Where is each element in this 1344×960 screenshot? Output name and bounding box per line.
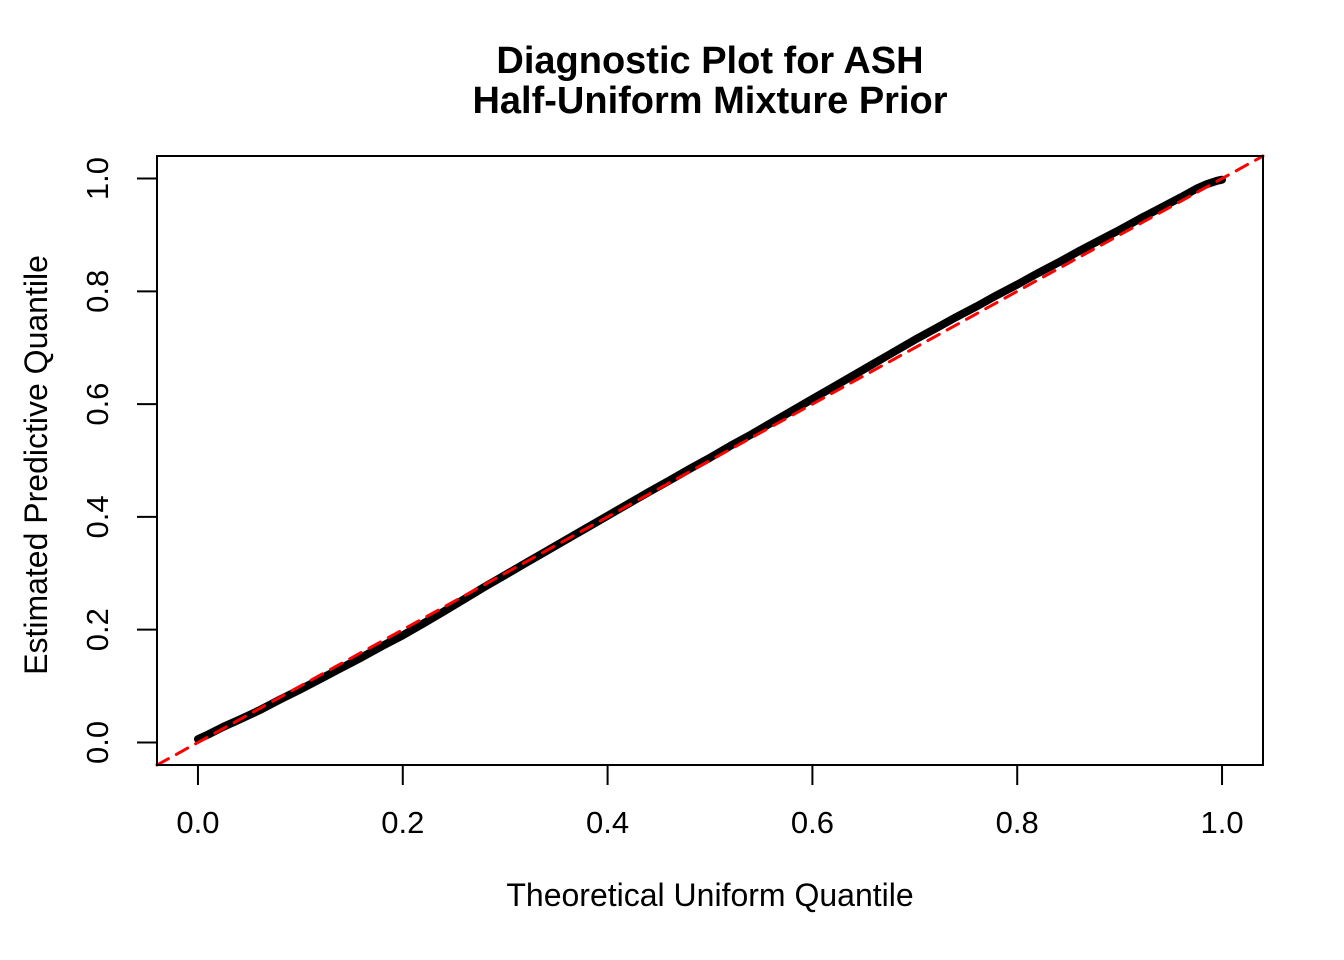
plot-title-line1: Diagnostic Plot for ASH [496,40,923,82]
x-tick-label: 1.0 [1200,805,1243,840]
x-axis-ticks: 0.0 0.2 0.4 0.6 0.8 1.0 [176,765,1244,840]
y-axis-title: Estimated Predictive Quantile [18,255,54,675]
y-tick-label: 0.4 [80,495,115,538]
x-axis-title: Theoretical Uniform Quantile [506,877,913,913]
x-tick-label: 0.6 [791,805,834,840]
x-tick-label: 0.8 [996,805,1039,840]
plot-title-line2: Half-Uniform Mixture Prior [472,80,947,122]
y-tick-label: 0.0 [80,721,115,764]
y-axis-ticks: 0.0 0.2 0.4 0.6 0.8 1.0 [80,157,157,764]
plot-series-group [155,154,1265,767]
x-tick-label: 0.2 [381,805,424,840]
y-tick-label: 0.6 [80,383,115,426]
x-tick-label: 0.4 [586,805,629,840]
y-tick-label: 0.8 [80,270,115,313]
y-tick-label: 1.0 [80,157,115,200]
x-tick-label: 0.0 [176,805,219,840]
y-tick-label: 0.2 [80,608,115,651]
plot-box-frame [156,155,1264,766]
reference-line-y-equals-x [155,154,1265,767]
estimated-vs-theoretical-quantiles [194,175,1226,744]
